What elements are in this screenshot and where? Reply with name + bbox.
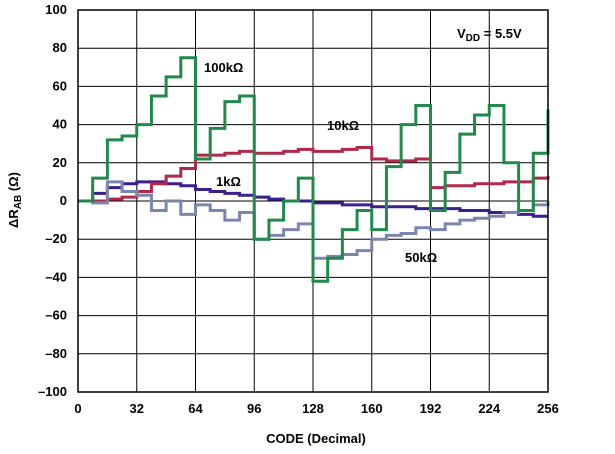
x-tick-label: 96 <box>247 401 261 416</box>
y-axis-label-main: ΔR <box>6 209 21 228</box>
plot-frame <box>77 9 549 393</box>
y-tick-label: –80 <box>45 346 67 361</box>
series-lines <box>78 56 550 283</box>
y-tick-label: –100 <box>38 384 67 399</box>
x-tick-label: 128 <box>302 401 324 416</box>
vdd-annotation: VDD = 5.5V <box>457 26 522 44</box>
y-tick-label: –40 <box>45 269 67 284</box>
x-tick-label: 32 <box>130 401 144 416</box>
x-tick-label: 256 <box>537 401 559 416</box>
series-label-10k: 10kΩ <box>327 118 359 133</box>
x-tick-labels: 0 32 64 96 128 160 192 224 256 <box>74 401 558 416</box>
series-label-50k: 50kΩ <box>405 250 437 265</box>
x-axis-label: CODE (Decimal) <box>266 431 366 446</box>
y-tick-label: –60 <box>45 308 67 323</box>
series-line-1 <box>78 146 550 203</box>
series-label-1k: 1kΩ <box>216 174 241 189</box>
y-tick-label: 0 <box>60 193 67 208</box>
x-tick-label: 0 <box>74 401 81 416</box>
y-axis-label: ΔRAB (Ω) <box>6 172 24 228</box>
y-tick-label: 40 <box>53 117 67 132</box>
y-axis-label-unit: (Ω) <box>6 172 21 195</box>
y-tick-label: 100 <box>45 2 67 17</box>
x-tick-label: 192 <box>420 401 442 416</box>
y-tick-label: 80 <box>53 40 67 55</box>
vdd-sub: DD <box>466 33 480 44</box>
series-label-100k: 100kΩ <box>204 60 243 75</box>
x-tick-label: 64 <box>188 401 203 416</box>
series-labels: 100kΩ 10kΩ 1kΩ 50kΩ <box>204 60 437 265</box>
y-tick-label: –20 <box>45 231 67 246</box>
vdd-rest: = 5.5V <box>480 26 522 41</box>
y-axis-label-sub: AB <box>13 195 24 209</box>
x-tick-label: 160 <box>361 401 383 416</box>
y-tick-label: 20 <box>53 155 67 170</box>
vdd-main: V <box>457 26 466 41</box>
x-tick-label: 224 <box>478 401 500 416</box>
series-line-3 <box>78 56 550 283</box>
y-tick-labels: –100 –80 –60 –40 –20 0 20 40 60 80 100 <box>38 2 67 399</box>
y-tick-label: 60 <box>53 78 67 93</box>
